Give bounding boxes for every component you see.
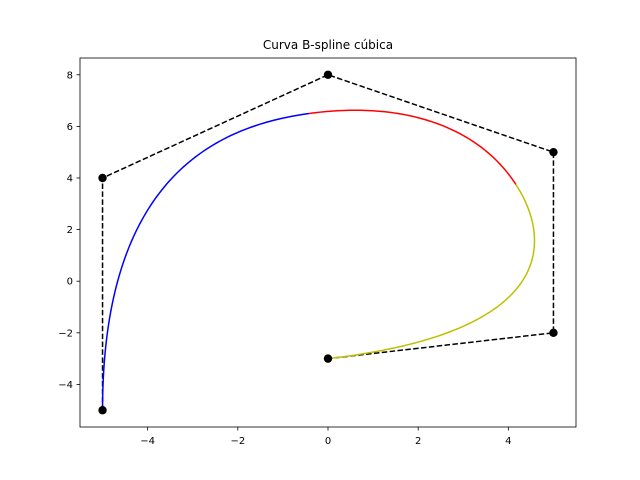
control-point-2: [98, 173, 107, 183]
y-tick-label: 6: [67, 122, 73, 133]
y-tick-label: 0: [67, 277, 73, 288]
y-axis: −4 −2 0 2 4 6 8: [58, 70, 80, 391]
x-tick-label: 2: [415, 436, 421, 447]
y-tick-label: −2: [58, 328, 73, 339]
control-point-1: [98, 406, 107, 415]
plot-area: [98, 70, 558, 415]
control-point-5: [549, 328, 558, 338]
x-tick-label: 0: [325, 436, 331, 447]
y-tick-label: 8: [67, 70, 73, 81]
chart-title: Curva B-spline cúbica: [263, 38, 393, 52]
spline-segment-2: [309, 109, 517, 185]
x-tick-label: −2: [230, 436, 245, 447]
control-polygon: [101, 73, 555, 411]
y-tick-label: 4: [67, 173, 73, 184]
spline-segment-3: [327, 184, 536, 360]
y-tick-label: 2: [67, 225, 73, 236]
x-tick-label: 4: [505, 436, 511, 447]
x-tick-label: −4: [140, 436, 155, 447]
control-point-6: [323, 354, 333, 363]
axes-frame: [79, 57, 577, 428]
control-point-3: [323, 70, 333, 79]
spline-segment-1: [101, 112, 310, 411]
y-tick-label: −4: [58, 380, 73, 391]
x-axis: −4 −2 0 2 4: [140, 427, 512, 447]
control-point-4: [549, 147, 558, 157]
